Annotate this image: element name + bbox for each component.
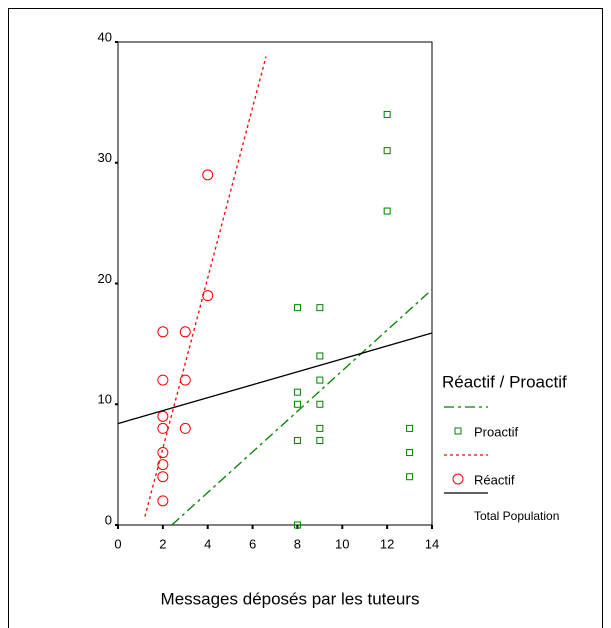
point	[406, 473, 414, 481]
y-tick-label: 10	[98, 392, 112, 407]
point	[316, 400, 324, 408]
legend-label: Proactif	[474, 424, 518, 439]
point	[316, 436, 324, 444]
point	[293, 436, 301, 444]
y-tick-label: 30	[98, 150, 112, 165]
legend-marker	[454, 427, 462, 435]
point	[179, 326, 191, 338]
x-tick-label: 12	[380, 536, 394, 551]
point	[383, 207, 391, 215]
point	[383, 110, 391, 118]
point	[406, 424, 414, 432]
y-tick-label: 20	[98, 271, 112, 286]
point	[157, 326, 169, 338]
total-fit-line	[117, 332, 433, 425]
legend-label: Réactif	[474, 472, 515, 487]
plot-frame	[117, 41, 433, 525]
point	[293, 304, 301, 312]
x-tick-label: 10	[335, 536, 349, 551]
legend-label: Total Population	[474, 509, 559, 523]
point	[157, 447, 169, 459]
x-tick-label: 0	[114, 536, 121, 551]
point	[157, 495, 169, 507]
x-tick-label: 4	[204, 536, 211, 551]
point	[316, 304, 324, 312]
y-tick-label: 0	[105, 512, 112, 527]
x-tick-label: 8	[294, 536, 301, 551]
fit-line	[144, 56, 267, 517]
point	[157, 471, 169, 483]
point	[179, 374, 191, 386]
point	[316, 376, 324, 384]
x-tick-label: 6	[249, 536, 256, 551]
point	[406, 449, 414, 457]
point	[202, 169, 214, 181]
point	[383, 147, 391, 155]
point	[157, 374, 169, 386]
frame	[8, 8, 603, 628]
point	[157, 422, 169, 434]
point	[293, 521, 301, 529]
point	[157, 459, 169, 471]
legend-title: Réactif / Proactif	[442, 372, 567, 391]
point	[179, 422, 191, 434]
point	[316, 352, 324, 360]
x-axis-label: Messages déposés par les tuteurs	[161, 589, 420, 608]
point	[157, 410, 169, 422]
fit-line	[171, 289, 433, 526]
x-tick-label: 14	[425, 536, 439, 551]
point	[293, 400, 301, 408]
point	[316, 424, 324, 432]
point	[293, 388, 301, 396]
x-tick-label: 2	[159, 536, 166, 551]
legend-marker	[452, 473, 464, 485]
point	[202, 290, 214, 302]
y-tick-label: 40	[98, 29, 112, 44]
